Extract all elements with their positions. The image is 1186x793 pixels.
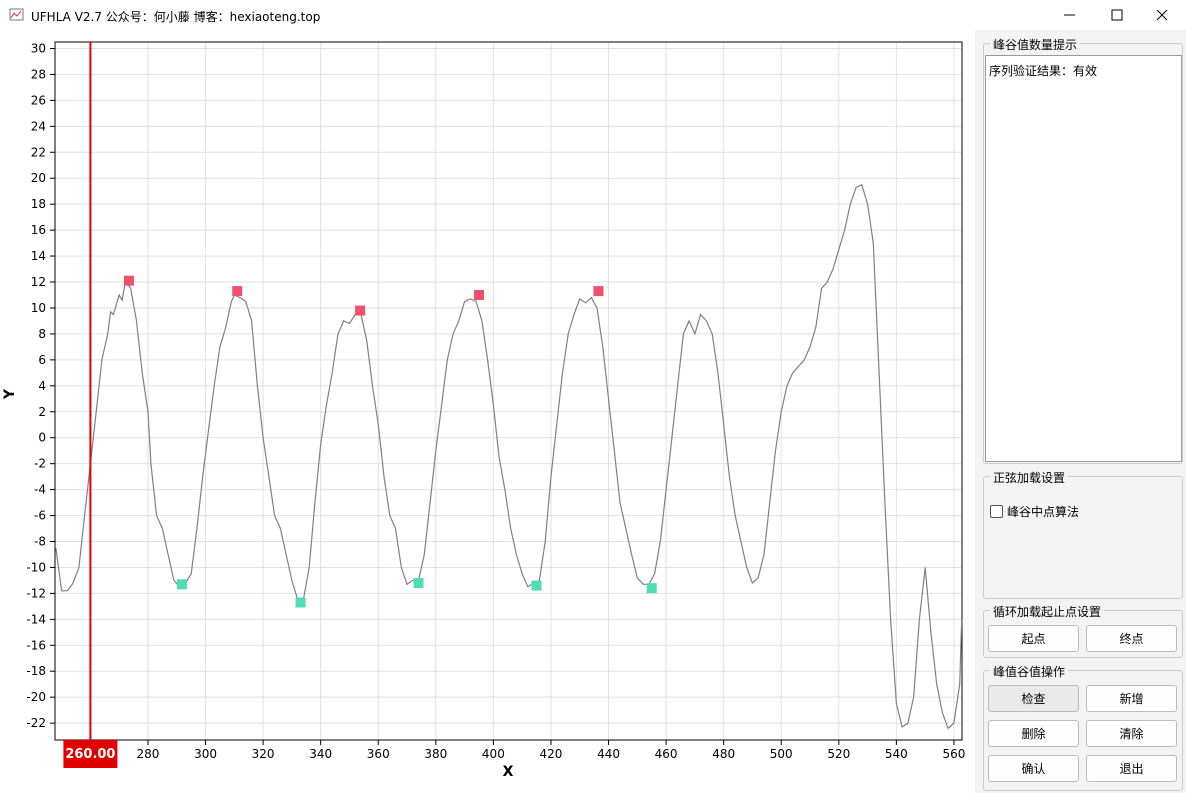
group-sine: 正弦加载设置 峰谷中点算法 [983,469,1183,599]
button[interactable]: 检查 [988,685,1079,712]
y-axis-title: Y [2,388,18,400]
button[interactable]: 退出 [1086,755,1177,782]
group-title: 正弦加载设置 [990,469,1069,486]
peak-valley-marker [413,578,424,589]
x-tick-label: 460 [655,747,678,761]
group-loop: 循环加载起止点设置 起点 终点 [983,603,1183,658]
x-tick-label: 380 [424,747,447,761]
y-tick-label: -18 [26,664,46,678]
y-tick-label: -20 [26,690,46,704]
button[interactable]: 确认 [988,755,1079,782]
x-tick-label: 480 [712,747,735,761]
y-tick-label: 8 [38,327,46,341]
y-tick-label: 4 [38,379,46,393]
y-tick-label: -10 [26,560,46,574]
y-tick-label: 0 [38,431,46,445]
title-bar: UFHLA V2.7 公众号：何小藤 博客：hexiaoteng.top [0,0,1186,30]
window-title: UFHLA V2.7 公众号：何小藤 博客：hexiaoteng.top [31,10,321,24]
peak-valley-marker [355,305,366,316]
y-tick-label: -14 [26,612,46,626]
cursor-label: 260.00 [65,747,115,762]
y-tick-label: -12 [26,586,46,600]
group-title: 峰值谷值操作 [990,663,1069,680]
window-controls [1064,9,1168,21]
x-tick-label: 500 [770,747,793,761]
x-tick-label: 420 [540,747,563,761]
y-tick-label: 22 [31,145,46,159]
peak-valley-marker [531,580,542,591]
y-tick-label: -22 [26,716,46,730]
x-tick-label: 400 [482,747,505,761]
cursor-label-bg [63,740,118,768]
button[interactable]: 新增 [1086,685,1177,712]
result-box[interactable]: 序列验证结果：有效 [985,55,1182,462]
group-title: 峰谷值数量提示 [990,36,1081,53]
y-tick-label: 2 [38,405,46,419]
checkbox[interactable] [990,505,1003,518]
y-tick-label: 6 [38,353,46,367]
x-tick-label: 440 [597,747,620,761]
x-axis-title: X [503,764,514,780]
x-tick-label: 540 [885,747,908,761]
y-tick-label: 10 [31,301,46,315]
button[interactable]: 清除 [1086,720,1177,747]
app-icon [9,8,24,21]
peak-valley-marker [176,579,187,590]
peak-valley-marker [295,597,306,608]
y-tick-label: -4 [34,483,46,497]
y-tick-label: -16 [26,638,46,652]
x-tick-label: 340 [309,747,332,761]
button[interactable]: 起点 [988,625,1079,652]
y-tick-label: 16 [31,223,46,237]
checkbox-label[interactable]: 峰谷中点算法 [1007,505,1080,519]
y-tick-label: 26 [31,93,46,107]
peak-valley-marker [593,286,604,297]
x-tick-label: 280 [137,747,160,761]
y-tick-label: -6 [34,509,46,523]
y-tick-label: -8 [34,534,46,548]
x-tick-label: 560 [942,747,965,761]
y-tick-label: 28 [31,67,46,81]
peak-valley-marker [473,289,484,300]
y-tick-label: 12 [31,275,46,289]
close[interactable] [1156,9,1168,21]
y-tick-label: -2 [34,457,46,471]
x-tick-label: 300 [194,747,217,761]
button[interactable]: 终点 [1086,625,1177,652]
group-title: 循环加载起止点设置 [990,603,1105,620]
group-count: 峰谷值数量提示 序列验证结果：有效 [983,36,1183,464]
x-tick-label: 360 [367,747,390,761]
y-tick-label: 30 [31,41,46,55]
x-tick-label: 320 [252,747,275,761]
peak-valley-marker [232,286,243,297]
y-tick-label: 18 [31,197,46,211]
peak-valley-marker [123,275,134,286]
y-tick-label: 14 [31,249,46,263]
chart: X Y -22-20-18-16-14-12-10-8-6-4-20246810… [0,30,975,793]
button[interactable]: 删除 [988,720,1079,747]
y-tick-label: 24 [31,119,46,133]
y-tick-label: 20 [31,171,46,185]
data-line [55,183,963,730]
group-ops: 峰值谷值操作 检查 新增 删除 清除 确认 退出 [983,663,1183,791]
result-text: 序列验证结果：有效 [989,64,1098,78]
maximize[interactable] [1111,9,1123,21]
plot-frame [54,41,963,741]
peak-valley-marker [646,583,657,594]
x-tick-label: 520 [827,747,850,761]
